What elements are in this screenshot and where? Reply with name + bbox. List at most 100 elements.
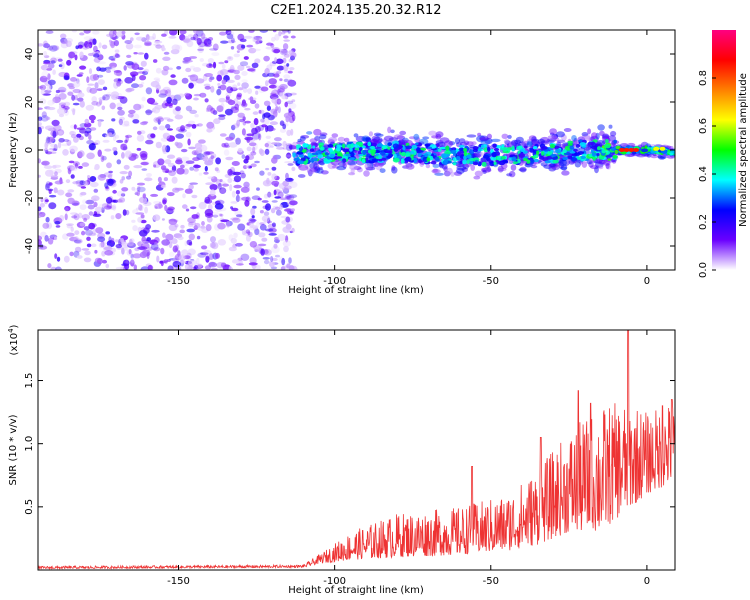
noise-speck (187, 222, 194, 228)
band-core (612, 155, 618, 159)
noise-speck (84, 250, 91, 256)
noise-speck (152, 33, 157, 40)
noise-speck (102, 259, 107, 264)
noise-speck (205, 212, 214, 218)
band-core (303, 160, 308, 165)
band-peak (653, 146, 660, 151)
noise-speck (44, 235, 49, 242)
band-peak (618, 148, 625, 152)
noise-speck (138, 246, 148, 251)
noise-speck (64, 207, 69, 213)
band-core (379, 151, 386, 156)
noise-speck (53, 187, 58, 194)
noise-speck (60, 33, 67, 39)
band-halo (379, 168, 386, 174)
noise-speck (263, 249, 272, 256)
noise-speck (236, 92, 243, 98)
noise-speck (66, 59, 72, 66)
noise-speck (281, 31, 286, 35)
noise-speck (198, 139, 206, 144)
noise-speck (136, 185, 141, 192)
noise-speck (70, 174, 75, 179)
band-halo (470, 164, 476, 171)
band-halo (456, 167, 465, 174)
noise-speck (146, 251, 150, 260)
noise-speck (235, 190, 240, 195)
noise-speck (45, 183, 50, 191)
noise-speck (269, 261, 275, 268)
noise-speck (54, 93, 60, 101)
noise-speck (87, 83, 95, 86)
noise-speck (236, 214, 243, 218)
noise-speck (191, 194, 198, 199)
noise-speck (58, 86, 67, 93)
band-peak (633, 148, 639, 152)
noise-speck (211, 242, 219, 250)
band-core (546, 155, 553, 160)
noise-speck (267, 72, 275, 77)
noise-speck (258, 148, 263, 155)
noise-speck (237, 257, 243, 261)
noise-speck (105, 94, 112, 97)
noise-speck (107, 174, 113, 179)
noise-speck (146, 36, 155, 41)
noise-speck (153, 247, 161, 252)
noise-speck (276, 70, 282, 75)
noise-speck (258, 232, 266, 238)
noise-speck (280, 197, 287, 201)
noise-speck (230, 217, 239, 221)
noise-speck (141, 37, 147, 42)
noise-speck (283, 245, 289, 253)
noise-speck (274, 236, 279, 241)
noise-speck (224, 60, 229, 64)
band-core (346, 144, 354, 149)
noise-speck (54, 168, 62, 174)
noise-speck (76, 255, 83, 259)
noise-speck (220, 40, 229, 44)
noise-speck (113, 40, 119, 47)
noise-speck (88, 232, 97, 237)
noise-speck (147, 264, 154, 270)
noise-speck (246, 44, 254, 48)
noise-speck (73, 239, 82, 244)
noise-speck (193, 30, 200, 34)
band-core (462, 159, 467, 165)
noise-speck (58, 64, 63, 67)
noise-speck (241, 128, 246, 136)
noise-speck (133, 165, 143, 169)
noise-speck (84, 131, 89, 137)
band-core (362, 149, 367, 156)
y-tick-label: 1.5 (24, 373, 35, 389)
noise-speck (113, 69, 123, 76)
noise-speck (225, 98, 233, 104)
noise-speck (284, 161, 293, 164)
band-halo (573, 141, 580, 145)
noise-speck (56, 256, 61, 262)
noise-speck (212, 61, 217, 69)
band-halo (563, 128, 572, 132)
noise-speck (260, 86, 269, 92)
noise-speck (154, 241, 159, 247)
noise-speck (142, 70, 149, 76)
noise-speck (257, 243, 267, 247)
noise-speck (283, 39, 291, 42)
noise-speck (194, 114, 199, 118)
noise-speck (130, 37, 134, 42)
noise-speck (281, 257, 286, 266)
noise-speck (261, 200, 269, 203)
noise-speck (206, 121, 215, 129)
noise-speck (67, 189, 75, 193)
noise-speck (255, 90, 259, 95)
noise-speck (72, 81, 81, 88)
band-core (458, 144, 465, 148)
bottom-x-axis: -150 -100 -50 0 (167, 330, 650, 587)
noise-speck (56, 90, 66, 93)
noise-speck (92, 30, 100, 35)
noise-speck (102, 139, 110, 143)
band-core (349, 147, 353, 152)
band-core (533, 146, 538, 150)
noise-speck (128, 109, 136, 114)
noise-speck (175, 159, 183, 165)
noise-speck (52, 96, 61, 104)
noise-speck (38, 174, 41, 178)
